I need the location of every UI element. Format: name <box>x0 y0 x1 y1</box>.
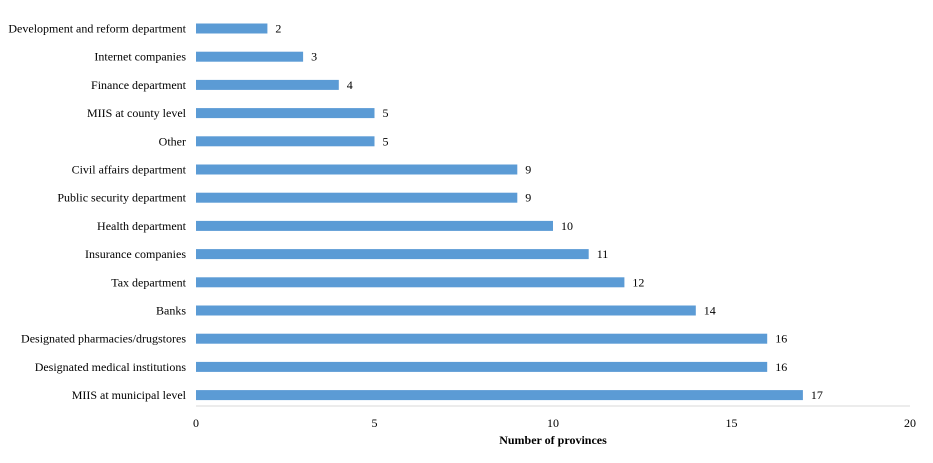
value-label: 4 <box>347 78 353 92</box>
value-label: 9 <box>525 191 531 205</box>
value-label: 10 <box>561 219 573 233</box>
category-label: Internet companies <box>94 50 186 64</box>
x-tick-label: 5 <box>372 416 378 430</box>
bar <box>196 192 518 203</box>
value-label: 11 <box>597 247 609 261</box>
value-label: 17 <box>811 388 823 402</box>
category-label: Banks <box>156 304 186 318</box>
category-label: MIIS at county level <box>87 106 187 120</box>
value-label: 16 <box>775 332 787 346</box>
category-label: Designated pharmacies/drugstores <box>21 332 186 346</box>
bar <box>196 333 768 344</box>
bar <box>196 79 339 90</box>
category-label: Tax department <box>111 275 186 289</box>
category-label: Finance department <box>91 78 187 92</box>
category-label: Insurance companies <box>85 247 186 261</box>
bars-group <box>196 23 803 401</box>
value-label: 2 <box>275 22 281 36</box>
value-label: 12 <box>632 275 644 289</box>
bar <box>196 390 803 401</box>
bar <box>196 220 553 231</box>
value-label: 5 <box>383 106 389 120</box>
x-tick-label: 10 <box>547 416 559 430</box>
bar <box>196 305 696 316</box>
value-label: 16 <box>775 360 787 374</box>
bar <box>196 23 268 34</box>
bar <box>196 249 589 260</box>
category-label: Public security department <box>57 191 186 205</box>
bar <box>196 361 768 372</box>
value-labels-group: 2 3 4 5 5 9 9 10 11 12 14 16 16 17 <box>275 22 823 403</box>
bar <box>196 136 375 147</box>
category-labels-group: Development and reform department Interne… <box>8 22 186 403</box>
x-tick-label: 15 <box>726 416 738 430</box>
bar <box>196 277 625 288</box>
category-label: Other <box>159 134 186 148</box>
bar <box>196 164 518 175</box>
bar <box>196 108 375 119</box>
value-label: 3 <box>311 50 317 64</box>
value-label: 14 <box>704 304 716 318</box>
x-tick-labels-group: 0 5 10 15 20 <box>193 416 916 430</box>
category-label: MIIS at municipal level <box>72 388 187 402</box>
category-label: Health department <box>97 219 187 233</box>
x-tick-label: 0 <box>193 416 199 430</box>
x-axis-title: Number of provinces <box>499 433 607 447</box>
value-label: 9 <box>525 163 531 177</box>
value-label: 5 <box>383 134 389 148</box>
category-label: Designated medical institutions <box>35 360 187 374</box>
x-tick-label: 20 <box>904 416 916 430</box>
category-label: Development and reform department <box>8 22 186 36</box>
category-label: Civil affairs department <box>72 163 187 177</box>
bar <box>196 51 304 62</box>
